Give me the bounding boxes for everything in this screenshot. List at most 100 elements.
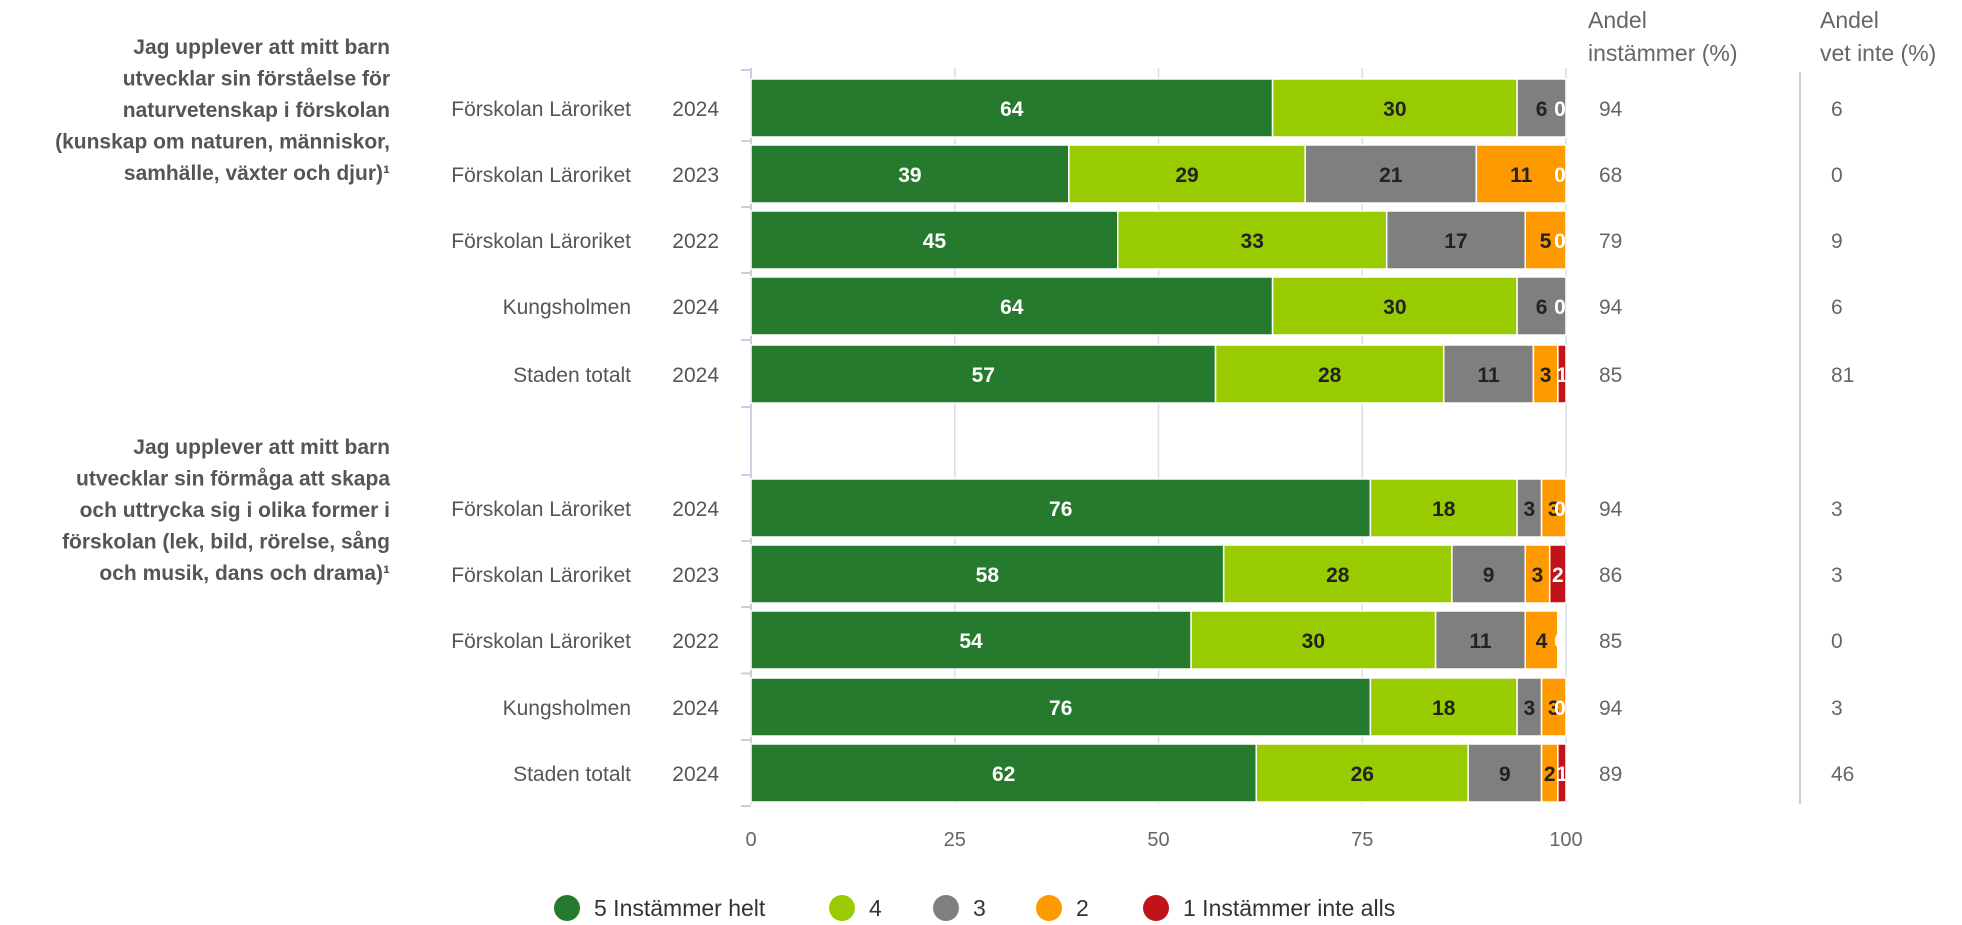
bar-data-label: 64: [1000, 296, 1024, 319]
andel-instammer-value: 86: [1599, 564, 1622, 587]
andel-vet-inte-value: 46: [1831, 763, 1854, 786]
legend-label: 3: [973, 895, 986, 921]
andel-vet-inte-value: 9: [1831, 230, 1843, 253]
bar-segment-s2: [1475, 144, 1567, 204]
bar-data-label: 0: [1554, 630, 1566, 653]
row-unit-label: Kungsholmen: [503, 296, 631, 319]
bar-data-label: 29: [1175, 164, 1198, 187]
bar-data-label: 21: [1379, 164, 1403, 187]
bar-segment-s5: [750, 144, 1070, 204]
bar-data-label: 76: [1049, 498, 1072, 521]
row-unit-label: Förskolan Läroriket: [451, 98, 631, 121]
header-andel-vet-inte-line1: Andel: [1820, 7, 1879, 33]
bar-segment-s2: [1524, 210, 1567, 270]
question-label-line: naturvetenskap i förskolan: [123, 99, 390, 122]
legend-marker: [554, 895, 580, 921]
andel-vet-inte-value: 3: [1831, 498, 1843, 521]
header-andel-instammer-line2: instämmer (%): [1588, 40, 1738, 66]
bar-data-label: 1: [1556, 763, 1568, 786]
bars: 64 30 6 039 29 21 11 045 33 17 5 064 30 6 057 28 11 3 176 1…: [750, 78, 1568, 803]
legend-label: 4: [869, 895, 882, 921]
bar-segment-s4: [1369, 677, 1518, 737]
bar-segment-s4: [1369, 478, 1518, 538]
andel-vet-inte-value: 3: [1831, 564, 1843, 587]
bar-segment-s3: [1434, 610, 1526, 670]
bar-segment-s5: [750, 344, 1217, 404]
question-label-line: förskolan (lek, bild, rörelse, sång: [62, 531, 390, 554]
bar-data-label: 4: [1536, 630, 1548, 653]
bar-data-label: 3: [1523, 697, 1535, 720]
bar-data-label: 2: [1544, 763, 1556, 786]
andel-instammer-value: 94: [1599, 98, 1623, 121]
bar-data-label: 11: [1510, 164, 1533, 187]
bar-segment-s4: [1222, 544, 1453, 604]
question-label-line: Jag upplever att mitt barn: [133, 436, 390, 459]
row-year-label: 2023: [672, 164, 719, 187]
row-year-label: 2024: [672, 98, 719, 121]
question-label-line: samhälle, växter och djur)¹: [124, 162, 390, 185]
bar-segment-s3: [1304, 144, 1478, 204]
bar-segment-s5: [750, 210, 1119, 270]
bar-data-label: 17: [1444, 230, 1467, 253]
bar-segment-s2: [1524, 544, 1551, 604]
bar-data-label: 18: [1432, 697, 1456, 720]
bar-segment-s4: [1117, 210, 1388, 270]
bar-data-label: 58: [976, 564, 1000, 587]
bar-segment-s3: [1516, 677, 1543, 737]
bar-segment-s4: [1271, 78, 1518, 138]
bar-data-label: 3: [1532, 564, 1544, 587]
bar-data-label: 0: [1554, 230, 1566, 253]
bar-data-label: 9: [1483, 564, 1495, 587]
legend-label: 2: [1076, 895, 1089, 921]
row-year-label: 2024: [672, 364, 719, 387]
bar-segment-s3: [1385, 210, 1526, 270]
bar-segment-s1: [1557, 743, 1567, 803]
bar-segment-s1: [1557, 344, 1567, 404]
bar-data-label: 33: [1241, 230, 1264, 253]
bar-data-label: 45: [923, 230, 947, 253]
bar-segment-s5: [750, 743, 1258, 803]
row-labels: Jag upplever att mitt barn utvecklar sin …: [55, 36, 1854, 786]
x-tick-label: 50: [1147, 829, 1169, 851]
andel-vet-inte-value: 0: [1831, 164, 1843, 187]
bar-data-label: 3: [1540, 364, 1552, 387]
andel-vet-inte-value: 0: [1831, 630, 1843, 653]
bar-segment-s5: [750, 78, 1274, 138]
bar-data-label: 6: [1536, 296, 1548, 319]
legend-marker: [829, 895, 855, 921]
bar-data-label: 0: [1554, 498, 1566, 521]
bar-data-label: 11: [1469, 630, 1492, 653]
row-year-label: 2024: [672, 498, 719, 521]
row-year-label: 2024: [672, 763, 719, 786]
row-year-label: 2024: [672, 697, 719, 720]
andel-instammer-value: 89: [1599, 763, 1622, 786]
bar-data-label: 39: [898, 164, 921, 187]
header-andel-instammer-line1: Andel: [1588, 7, 1647, 33]
bar-data-label: 64: [1000, 98, 1024, 121]
x-tick-label: 75: [1351, 829, 1373, 851]
bar-data-label: 62: [992, 763, 1015, 786]
andel-instammer-value: 85: [1599, 630, 1622, 653]
row-year-label: 2022: [672, 630, 719, 653]
legend-label: 5 Instämmer helt: [594, 895, 766, 921]
bar-data-label: 3: [1523, 498, 1535, 521]
bar-data-label: 30: [1302, 630, 1325, 653]
row-year-label: 2023: [672, 564, 719, 587]
row-unit-label: Staden totalt: [513, 763, 631, 786]
andel-vet-inte-value: 6: [1831, 296, 1843, 319]
bar-data-label: 28: [1318, 364, 1342, 387]
legend-marker: [1143, 895, 1169, 921]
bar-segment-s2: [1524, 610, 1559, 670]
row-unit-label: Förskolan Läroriket: [451, 630, 631, 653]
bar-segment-s3: [1451, 544, 1527, 604]
question-label-line: och musik, dans och drama)¹: [99, 562, 390, 585]
andel-vet-inte-value: 81: [1831, 364, 1854, 387]
bar-data-label: 0: [1554, 296, 1566, 319]
x-tick-label: 0: [745, 829, 756, 851]
bar-data-label: 76: [1049, 697, 1072, 720]
header-andel-vet-inte-line2: vet inte (%): [1820, 40, 1936, 66]
bar-data-label: 28: [1326, 564, 1350, 587]
bar-segment-s2: [1540, 478, 1567, 538]
question-label-line: (kunskap om naturen, människor,: [55, 131, 390, 154]
bar-data-label: 3: [1548, 498, 1560, 521]
